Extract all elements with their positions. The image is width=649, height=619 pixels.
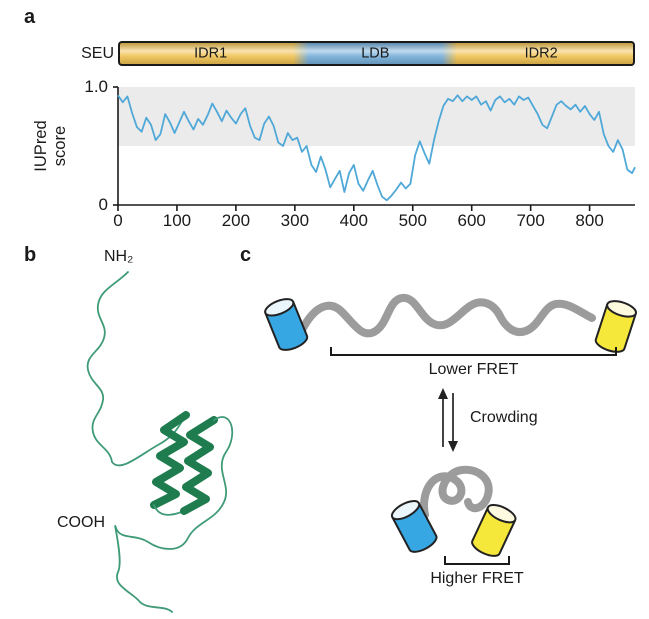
extended-linker-chain (298, 294, 596, 338)
lower-fret-bracket (330, 347, 617, 356)
lower-fret-label: Lower FRET (428, 361, 519, 378)
donor-fluorophore-cylinder-compact (390, 500, 438, 553)
donor-fluorophore-cylinder (264, 298, 309, 351)
domain-label-idr1: IDR1 (194, 45, 228, 62)
x-tick-label: 800 (575, 211, 604, 230)
protein-domain-bar: IDR1 LDB IDR2 (118, 41, 635, 66)
panel-c-label: c (240, 244, 252, 266)
panel-a-label: a (24, 6, 36, 28)
n-terminal-chain (86, 271, 187, 467)
x-tick-label: 200 (221, 211, 251, 230)
x-tick-label: 0 (113, 211, 123, 230)
y-tick-label-max: 1.0 (84, 77, 108, 96)
x-tick-label: 500 (398, 211, 427, 230)
crowding-transition-arrow (438, 388, 458, 452)
domain-label-ldb: LDB (361, 45, 390, 62)
compact-linker-chain (420, 465, 493, 519)
crowding-label: Crowding (470, 409, 538, 426)
n-terminus-label: NH₂ (104, 248, 134, 265)
iupred-line-chart (113, 86, 636, 211)
alpha-helix-2 (180, 416, 218, 515)
alpha-helix-1 (150, 411, 190, 509)
protein-name-label: SEU (81, 45, 114, 62)
x-tick-label: 300 (280, 211, 310, 230)
y-tick-label-min: 0 (98, 195, 108, 214)
panel-b-label: b (24, 244, 37, 266)
x-tick-label: 600 (457, 211, 486, 230)
higher-fret-label: Higher FRET (430, 570, 524, 587)
c-terminus-label: COOH (57, 514, 105, 531)
protein-structure-cartoon (86, 271, 234, 613)
domain-label-idr2: IDR2 (524, 45, 558, 62)
acceptor-fluorophore-cylinder (594, 300, 637, 353)
x-tick-label: 700 (516, 211, 545, 230)
iupred-score-line (117, 94, 636, 202)
domain-bar-shading (120, 43, 633, 64)
disorder-threshold-band (118, 87, 635, 146)
c-terminal-chain (114, 416, 234, 613)
x-tick-label: 400 (339, 211, 368, 230)
y-axis-title: IUPred score (32, 120, 69, 172)
helix-turn-loop (153, 504, 185, 516)
fret-schematic (264, 294, 637, 557)
acceptor-fluorophore-cylinder-compact (471, 504, 517, 557)
x-tick-label: 100 (162, 211, 192, 230)
higher-fret-bracket (444, 556, 510, 565)
